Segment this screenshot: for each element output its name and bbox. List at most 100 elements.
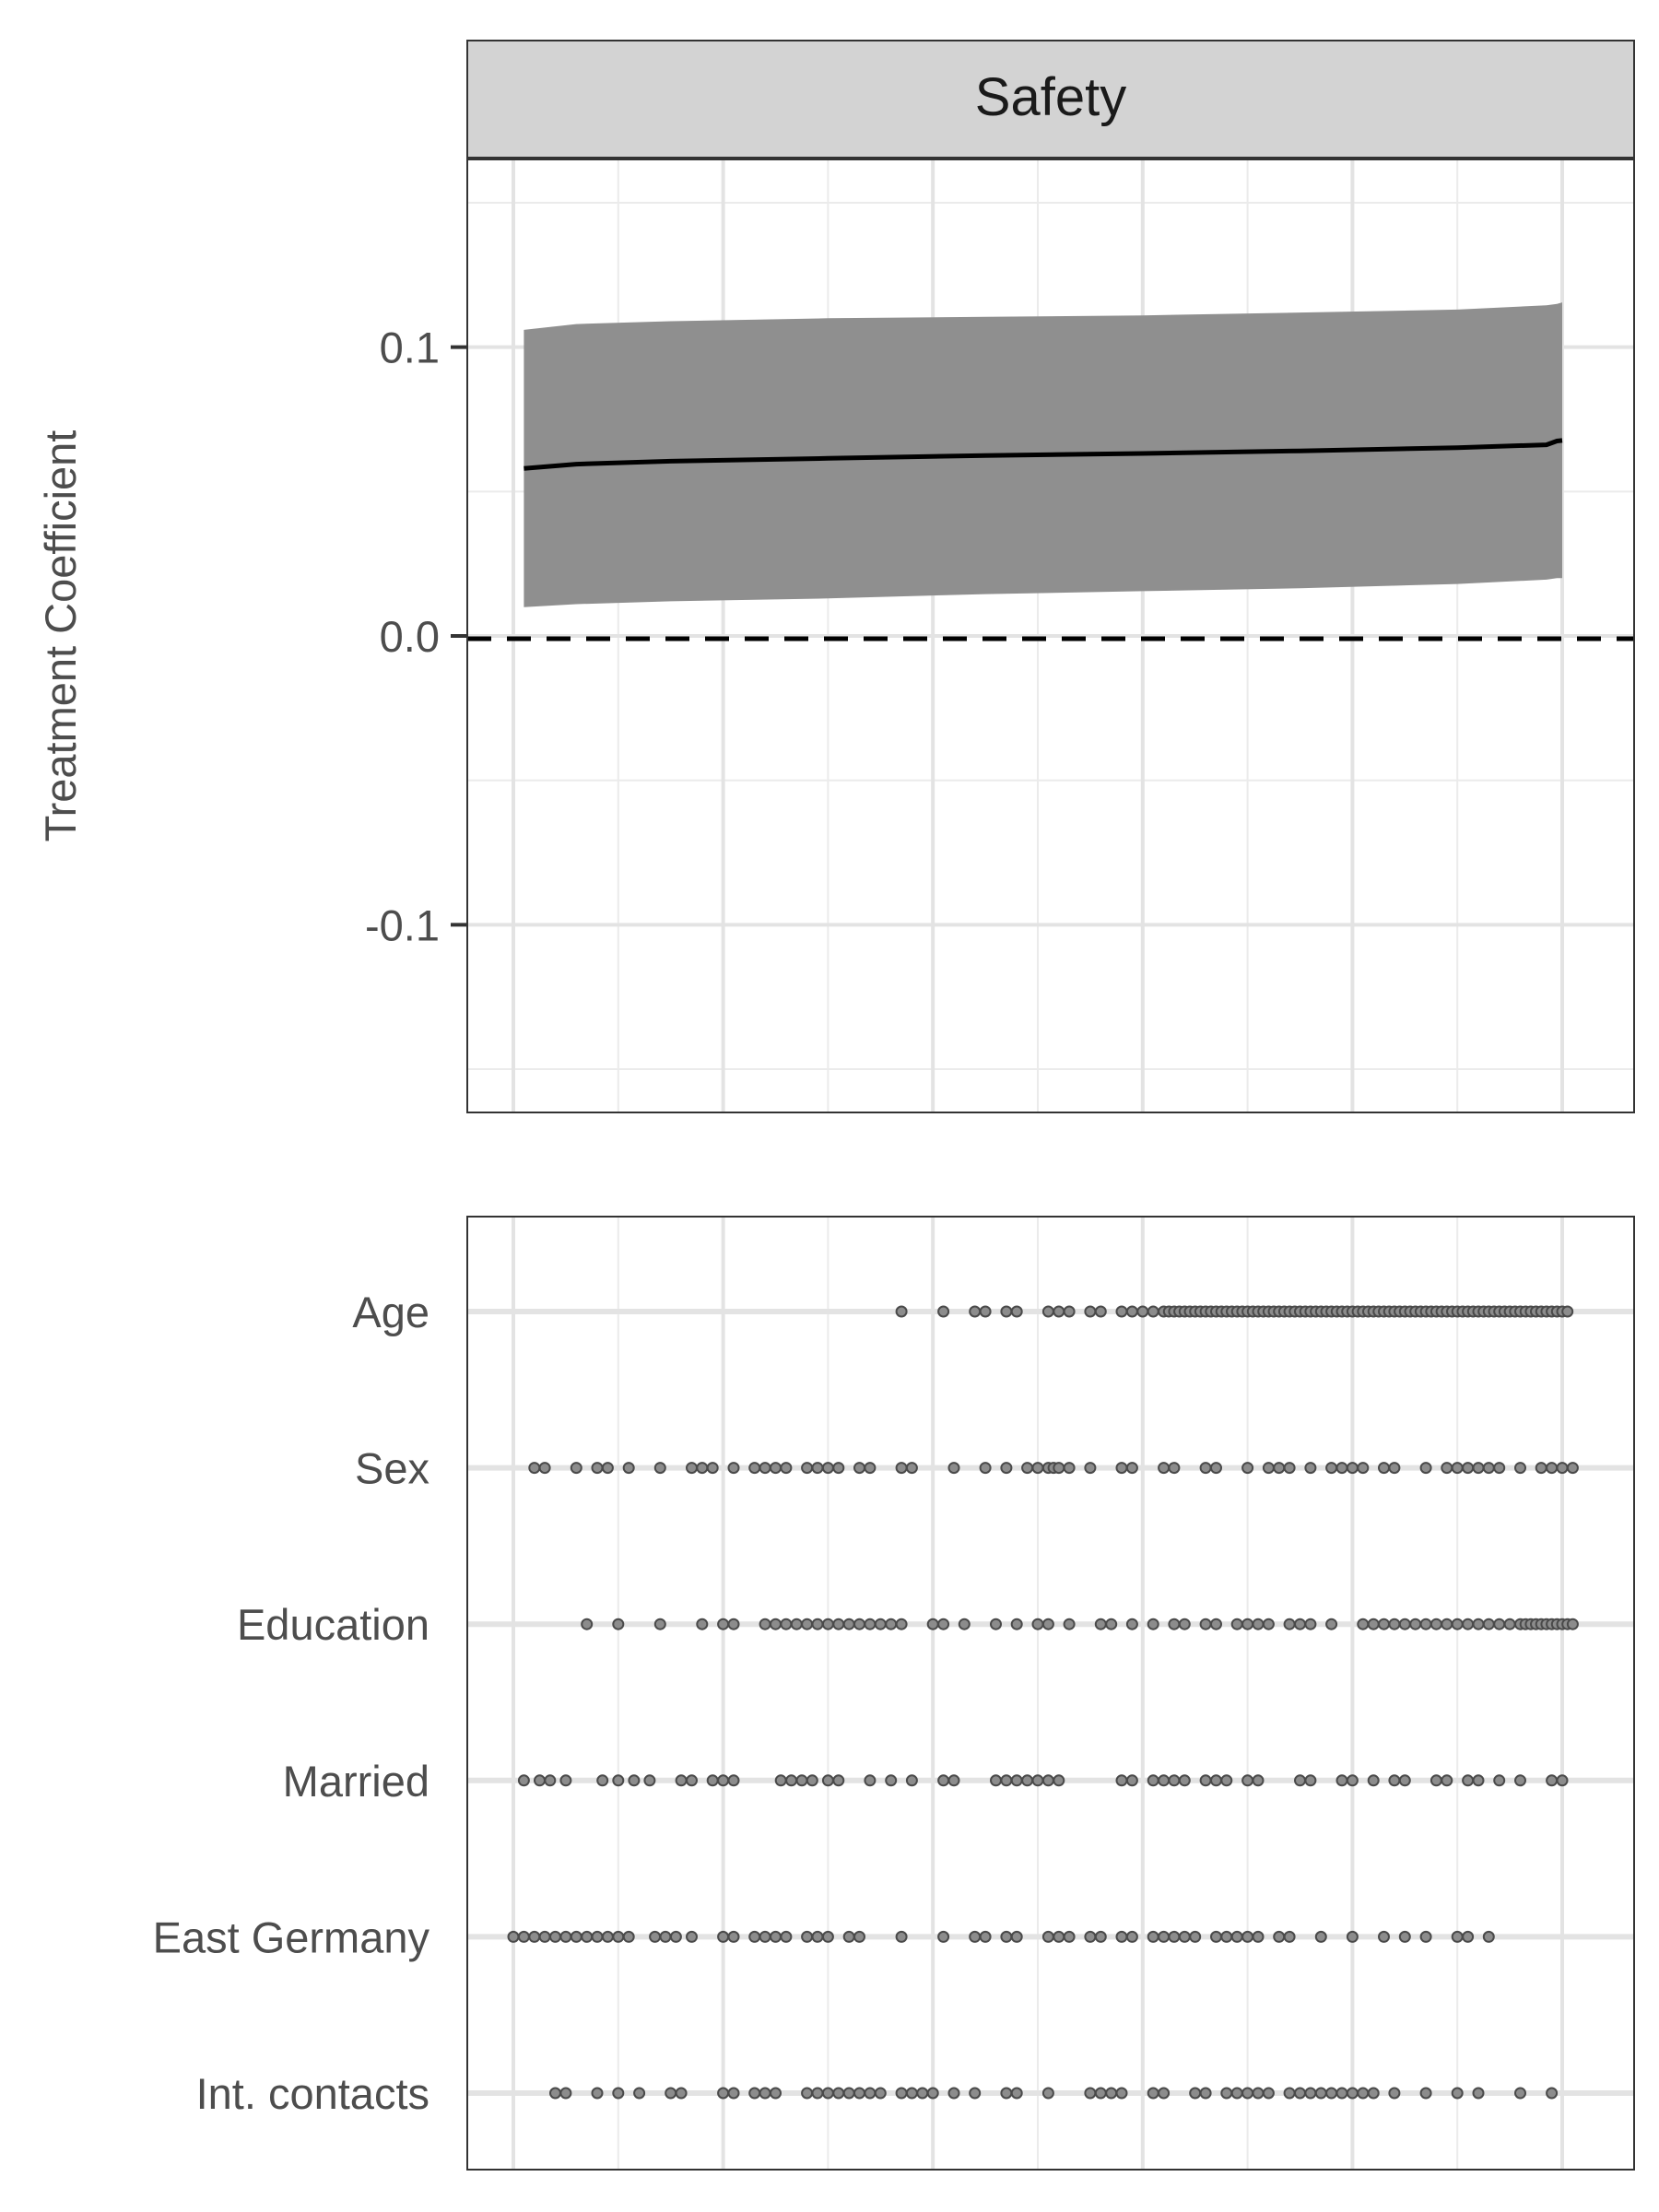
- data-point: [686, 1930, 698, 1943]
- data-point: [1084, 1462, 1097, 1475]
- data-point: [853, 1618, 865, 1630]
- data-point: [1115, 2087, 1128, 2100]
- y-axis: 0.1 0.0 -0.1: [365, 324, 467, 949]
- data-point: [958, 1618, 971, 1630]
- data-point: [990, 1618, 1002, 1630]
- data-point: [622, 1462, 635, 1475]
- data-point: [1388, 1774, 1401, 1787]
- data-point: [1168, 1930, 1181, 1943]
- data-point: [612, 1618, 625, 1630]
- data-point: [1335, 2087, 1348, 2100]
- data-point: [1241, 1462, 1254, 1475]
- data-point: [706, 1462, 719, 1475]
- data-point: [596, 1774, 609, 1787]
- data-point: [1304, 1462, 1317, 1475]
- data-point: [1503, 1618, 1516, 1630]
- data-point: [544, 1774, 557, 1787]
- data-point: [842, 1618, 855, 1630]
- data-point: [895, 1930, 908, 1943]
- data-point: [801, 2087, 814, 2100]
- data-point: [785, 1774, 798, 1787]
- data-point: [1010, 1618, 1023, 1630]
- data-point: [947, 2087, 960, 2100]
- data-point: [864, 1618, 877, 1630]
- data-point: [1199, 2087, 1212, 2100]
- data-point: [1378, 1462, 1390, 1475]
- data-point: [1304, 1618, 1317, 1630]
- data-point: [842, 2087, 855, 2100]
- data-point: [832, 1618, 845, 1630]
- data-point: [643, 1774, 656, 1787]
- data-point: [1482, 1618, 1495, 1630]
- data-point: [1115, 1462, 1128, 1475]
- data-point: [1053, 1930, 1065, 1943]
- data-point: [770, 1930, 782, 1943]
- data-point: [759, 1618, 771, 1630]
- data-point: [937, 1618, 950, 1630]
- data-point: [1031, 1618, 1044, 1630]
- data-point: [581, 1930, 594, 1943]
- data-point: [1398, 1930, 1411, 1943]
- data-point: [1241, 1774, 1254, 1787]
- data-point: [853, 1930, 865, 1943]
- data-point: [1084, 2087, 1097, 2100]
- data-point: [1388, 1618, 1401, 1630]
- data-point: [1241, 1930, 1254, 1943]
- data-point: [1419, 1462, 1432, 1475]
- data-point: [1220, 1930, 1233, 1943]
- category-label: Education: [237, 1600, 429, 1649]
- data-point: [1398, 1618, 1411, 1630]
- data-point: [774, 1774, 787, 1787]
- data-point: [1441, 1462, 1453, 1475]
- data-point: [979, 1305, 992, 1318]
- data-point: [1451, 1618, 1464, 1630]
- data-point: [1063, 1930, 1076, 1943]
- data-point: [1094, 1305, 1107, 1318]
- data-point: [1304, 1774, 1317, 1787]
- data-point: [727, 1930, 740, 1943]
- data-point: [534, 1774, 546, 1787]
- data-point: [748, 1930, 761, 1943]
- data-point: [601, 1930, 614, 1943]
- data-point: [916, 2087, 929, 2100]
- data-point: [759, 2087, 771, 2100]
- data-point: [696, 1462, 709, 1475]
- data-point: [821, 1930, 834, 1943]
- data-point: [1199, 1774, 1212, 1787]
- data-point: [905, 1462, 918, 1475]
- data-point: [1210, 1930, 1222, 1943]
- data-point: [1158, 1774, 1171, 1787]
- data-point: [659, 1930, 672, 1943]
- data-point: [1210, 1618, 1222, 1630]
- data-point: [759, 1930, 771, 1943]
- data-point: [1409, 1618, 1422, 1630]
- data-point: [1294, 1774, 1306, 1787]
- data-point: [507, 1930, 520, 1943]
- data-point: [1514, 1462, 1526, 1475]
- data-point: [1147, 1305, 1159, 1318]
- data-point: [696, 1618, 709, 1630]
- data-point: [1561, 1305, 1574, 1318]
- data-point: [821, 1618, 834, 1630]
- data-point: [905, 1774, 918, 1787]
- point-row: [549, 2087, 1559, 2100]
- data-point: [1168, 1462, 1181, 1475]
- data-point: [864, 1774, 877, 1787]
- data-point: [1262, 2087, 1275, 2100]
- data-point: [1493, 1774, 1506, 1787]
- data-point: [1125, 1462, 1138, 1475]
- data-point: [1419, 1930, 1432, 1943]
- data-point: [538, 1930, 551, 1943]
- data-point: [1325, 2087, 1338, 2100]
- data-point: [1158, 1462, 1171, 1475]
- data-point: [1252, 1774, 1265, 1787]
- data-point: [1441, 1774, 1453, 1787]
- data-point: [1147, 1774, 1159, 1787]
- data-point: [1041, 1930, 1054, 1943]
- data-point: [717, 2087, 730, 2100]
- facet-strip: [466, 40, 1635, 159]
- data-point: [1252, 1930, 1265, 1943]
- category-label: Age: [352, 1288, 429, 1336]
- data-point: [937, 1305, 950, 1318]
- data-point: [1094, 1618, 1107, 1630]
